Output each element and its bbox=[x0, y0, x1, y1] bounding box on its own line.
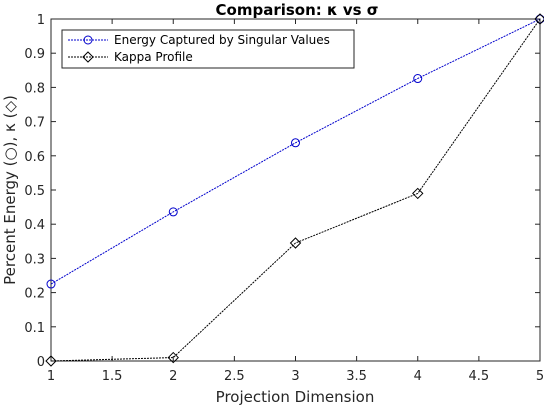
data-point bbox=[291, 138, 300, 148]
x-tick-label: 4.5 bbox=[469, 369, 490, 384]
series-line-0 bbox=[50, 18, 541, 285]
y-tick-label: 0.1 bbox=[24, 321, 45, 336]
x-tick-label: 4 bbox=[414, 369, 422, 384]
data-point bbox=[45, 355, 57, 367]
legend-marker-energy bbox=[83, 35, 93, 45]
series-layer bbox=[45, 13, 544, 367]
y-tick-label: 1 bbox=[37, 13, 45, 28]
y-tick-label: 0.8 bbox=[24, 81, 45, 96]
x-axis: 1 1.5 2 2.5 3 3.5 4 4.5 5 bbox=[47, 19, 544, 384]
data-point bbox=[167, 351, 179, 364]
y-axis: 0 0.1 0.2 0.3 0.4 0.5 0.6 0.7 0.8 0.9 1 bbox=[24, 13, 540, 370]
legend-label-kappa: Kappa Profile bbox=[114, 50, 193, 64]
x-axis-label: Projection Dimension bbox=[216, 388, 375, 406]
data-point bbox=[413, 74, 423, 84]
series-line-1 bbox=[50, 18, 541, 362]
legend-label-energy: Energy Captured by Singular Values bbox=[114, 33, 330, 47]
data-point bbox=[412, 187, 424, 200]
y-tick-label: 0.6 bbox=[24, 150, 45, 165]
data-point bbox=[168, 207, 178, 217]
x-tick-label: 3.5 bbox=[346, 369, 367, 384]
y-tick-label: 0.7 bbox=[24, 116, 45, 131]
data-point bbox=[46, 279, 56, 289]
data-point bbox=[535, 14, 544, 24]
x-tick-label: 1.5 bbox=[102, 369, 123, 384]
legend-box bbox=[61, 29, 355, 69]
y-tick-label: 0 bbox=[37, 355, 45, 370]
legend: Energy Captured by Singular Values Kappa… bbox=[61, 29, 355, 69]
x-tick-label: 2.5 bbox=[224, 369, 245, 384]
y-tick-label: 0.4 bbox=[24, 218, 45, 233]
legend-marker-kappa bbox=[82, 51, 94, 63]
y-tick-label: 0.2 bbox=[24, 287, 45, 302]
y-tick-label: 0.9 bbox=[24, 47, 45, 62]
x-tick-label: 3 bbox=[291, 369, 299, 384]
y-tick-label: 0.5 bbox=[24, 184, 45, 199]
data-point bbox=[534, 13, 544, 25]
x-tick-label: 1 bbox=[47, 369, 55, 384]
y-tick-label: 0.3 bbox=[24, 252, 45, 267]
data-point bbox=[289, 237, 302, 249]
chart-title: Comparison: κ vs σ bbox=[216, 1, 379, 19]
y-axis-label: Percent Energy (○), κ (◇) bbox=[1, 95, 19, 285]
x-tick-label: 2 bbox=[169, 369, 177, 384]
x-tick-label: 5 bbox=[536, 369, 544, 384]
plot-area bbox=[50, 18, 541, 362]
